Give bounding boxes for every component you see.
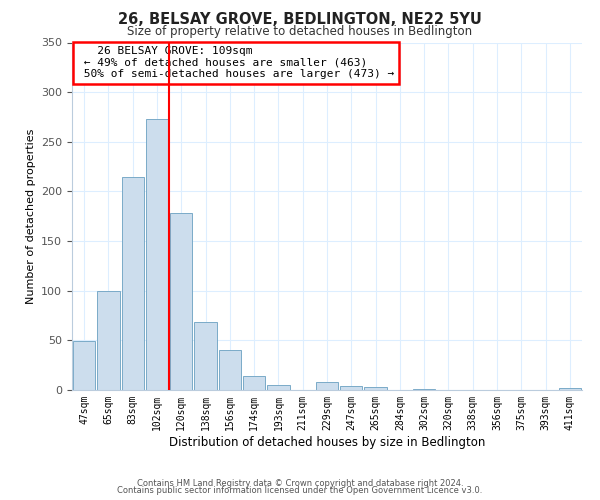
- Bar: [340, 386, 362, 390]
- Bar: [316, 382, 338, 390]
- Bar: [364, 387, 387, 390]
- X-axis label: Distribution of detached houses by size in Bedlington: Distribution of detached houses by size …: [169, 436, 485, 448]
- Bar: [146, 119, 168, 390]
- Bar: [413, 389, 436, 390]
- Bar: [122, 176, 144, 390]
- Bar: [559, 388, 581, 390]
- Bar: [170, 214, 193, 390]
- Bar: [73, 342, 95, 390]
- Y-axis label: Number of detached properties: Number of detached properties: [26, 128, 35, 304]
- Text: 26 BELSAY GROVE: 109sqm
 ← 49% of detached houses are smaller (463)
 50% of semi: 26 BELSAY GROVE: 109sqm ← 49% of detache…: [77, 46, 394, 79]
- Text: Size of property relative to detached houses in Bedlington: Size of property relative to detached ho…: [127, 25, 473, 38]
- Bar: [267, 385, 290, 390]
- Text: 26, BELSAY GROVE, BEDLINGTON, NE22 5YU: 26, BELSAY GROVE, BEDLINGTON, NE22 5YU: [118, 12, 482, 28]
- Bar: [194, 322, 217, 390]
- Bar: [243, 376, 265, 390]
- Text: Contains public sector information licensed under the Open Government Licence v3: Contains public sector information licen…: [118, 486, 482, 495]
- Bar: [97, 290, 119, 390]
- Bar: [218, 350, 241, 390]
- Text: Contains HM Land Registry data © Crown copyright and database right 2024.: Contains HM Land Registry data © Crown c…: [137, 478, 463, 488]
